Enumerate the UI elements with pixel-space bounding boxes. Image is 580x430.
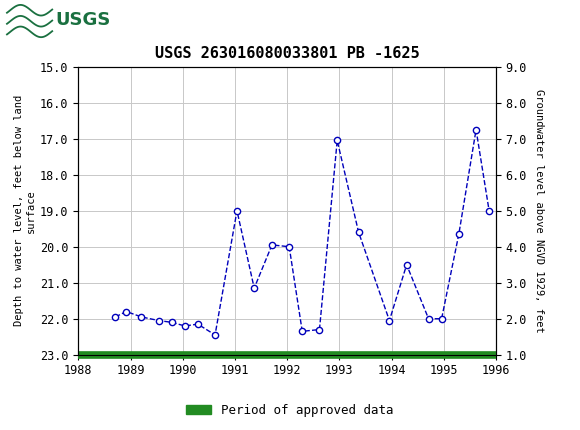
Title: USGS 263016080033801 PB -1625: USGS 263016080033801 PB -1625 [155, 46, 419, 61]
Legend: Period of approved data: Period of approved data [181, 399, 399, 421]
Y-axis label: Depth to water level, feet below land
surface: Depth to water level, feet below land su… [14, 95, 36, 326]
Text: USGS: USGS [55, 12, 110, 29]
FancyBboxPatch shape [5, 3, 95, 38]
Y-axis label: Groundwater level above NGVD 1929, feet: Groundwater level above NGVD 1929, feet [534, 89, 543, 332]
